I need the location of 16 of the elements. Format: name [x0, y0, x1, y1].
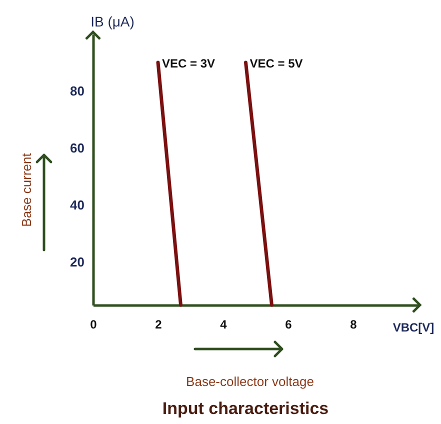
x-tick-label: 2	[155, 318, 162, 332]
x-tick-label: 8	[350, 318, 358, 332]
series-label: VEC = 3V	[162, 56, 216, 71]
text: Base-collector voltage	[186, 374, 314, 389]
series-label: VEC = 5V	[250, 56, 303, 71]
y-tick-label: 80	[70, 84, 84, 99]
y-axis-title: IB (μA)	[90, 14, 134, 30]
text: Base current	[19, 152, 34, 227]
x-tick-label: 0	[90, 318, 98, 332]
x-tick-label: 6	[285, 318, 292, 332]
y-tick-label: 20	[70, 254, 84, 270]
x-axis-title: VBC[V]	[392, 320, 434, 334]
y-tick-label: 60	[70, 140, 84, 156]
x-tick-label: 4	[220, 318, 228, 332]
y-tick-label: 40	[70, 198, 84, 213]
text: Input characteristics	[162, 399, 329, 418]
